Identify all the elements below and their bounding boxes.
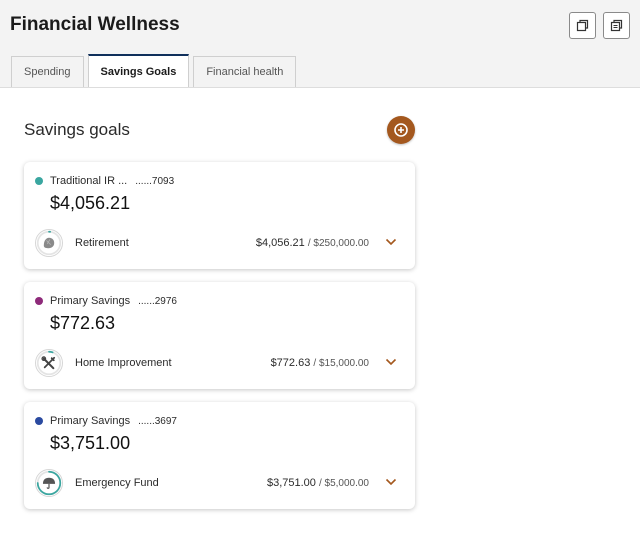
goal-card-emergency-fund[interactable]: Primary Savings ......3697 $3,751.00 Emer… xyxy=(24,402,415,509)
goal-card-home-improvement[interactable]: Primary Savings ......2976 $772.63 Home I… xyxy=(24,282,415,389)
section-title: Savings goals xyxy=(24,120,130,139)
copy-button[interactable] xyxy=(603,12,630,39)
goal-icon-wrap xyxy=(35,349,63,377)
account-balance: $772.63 xyxy=(50,313,116,333)
account-color-dot xyxy=(35,297,43,305)
window-restore-icon xyxy=(576,19,589,32)
window-restore-button[interactable] xyxy=(569,12,596,39)
tools-icon xyxy=(36,350,62,376)
account-number: ......3697 xyxy=(138,416,177,427)
add-goal-button[interactable] xyxy=(387,116,415,144)
copy-icon xyxy=(610,19,623,32)
chevron-down-icon[interactable] xyxy=(385,478,397,486)
goal-name: Home Improvement xyxy=(75,357,172,369)
tab-savings-goals[interactable]: Savings Goals xyxy=(87,54,190,87)
goal-current: $4,056.21 xyxy=(255,237,305,249)
page-title: Financial Wellness xyxy=(10,14,180,35)
retirement-icon xyxy=(36,230,62,256)
goal-target: / $250,000.00 xyxy=(307,238,369,249)
goal-icon-wrap xyxy=(35,229,63,257)
account-label: Primary Savings ......2976 xyxy=(50,295,177,307)
goal-target: / $15,000.00 xyxy=(313,358,369,369)
goal-current: $3,751.00 xyxy=(266,477,316,489)
goal-target: / $5,000.00 xyxy=(318,478,369,489)
tab-spending[interactable]: Spending xyxy=(11,56,84,87)
goal-card-retirement[interactable]: Traditional IR ... ......7093 $4,056.21 R… xyxy=(24,162,415,269)
account-name: Primary Savings xyxy=(50,295,131,307)
goal-current: $772.63 xyxy=(270,357,311,369)
account-name: Primary Savings xyxy=(50,415,131,427)
account-balance: $4,056.21 xyxy=(50,193,131,213)
account-label: Traditional IR ... ......7093 xyxy=(50,175,174,187)
app-header: Financial Wellness Spending Savings Goal… xyxy=(0,0,640,88)
account-color-dot xyxy=(35,177,43,185)
tab-financial-health[interactable]: Financial health xyxy=(193,56,297,87)
plus-circle-icon xyxy=(394,123,408,137)
goal-name: Retirement xyxy=(75,237,129,249)
goal-icon-wrap xyxy=(35,469,63,497)
chevron-down-icon[interactable] xyxy=(385,238,397,246)
chevron-down-icon[interactable] xyxy=(385,358,397,366)
account-number: ......7093 xyxy=(135,176,175,187)
account-balance: $3,751.00 xyxy=(50,433,131,453)
umbrella-icon xyxy=(36,470,62,496)
goal-amounts: $4,056.21 / $250,000.00 xyxy=(256,237,369,249)
account-name: Traditional IR ... xyxy=(50,175,128,187)
account-color-dot xyxy=(35,417,43,425)
account-number: ......2976 xyxy=(138,296,177,307)
goal-amounts: $772.63 / $15,000.00 xyxy=(271,357,369,369)
goal-amounts: $3,751.00 / $5,000.00 xyxy=(267,477,369,489)
goal-name: Emergency Fund xyxy=(75,477,159,489)
tab-bar: Spending Savings Goals Financial health xyxy=(11,54,300,88)
account-label: Primary Savings ......3697 xyxy=(50,415,177,427)
